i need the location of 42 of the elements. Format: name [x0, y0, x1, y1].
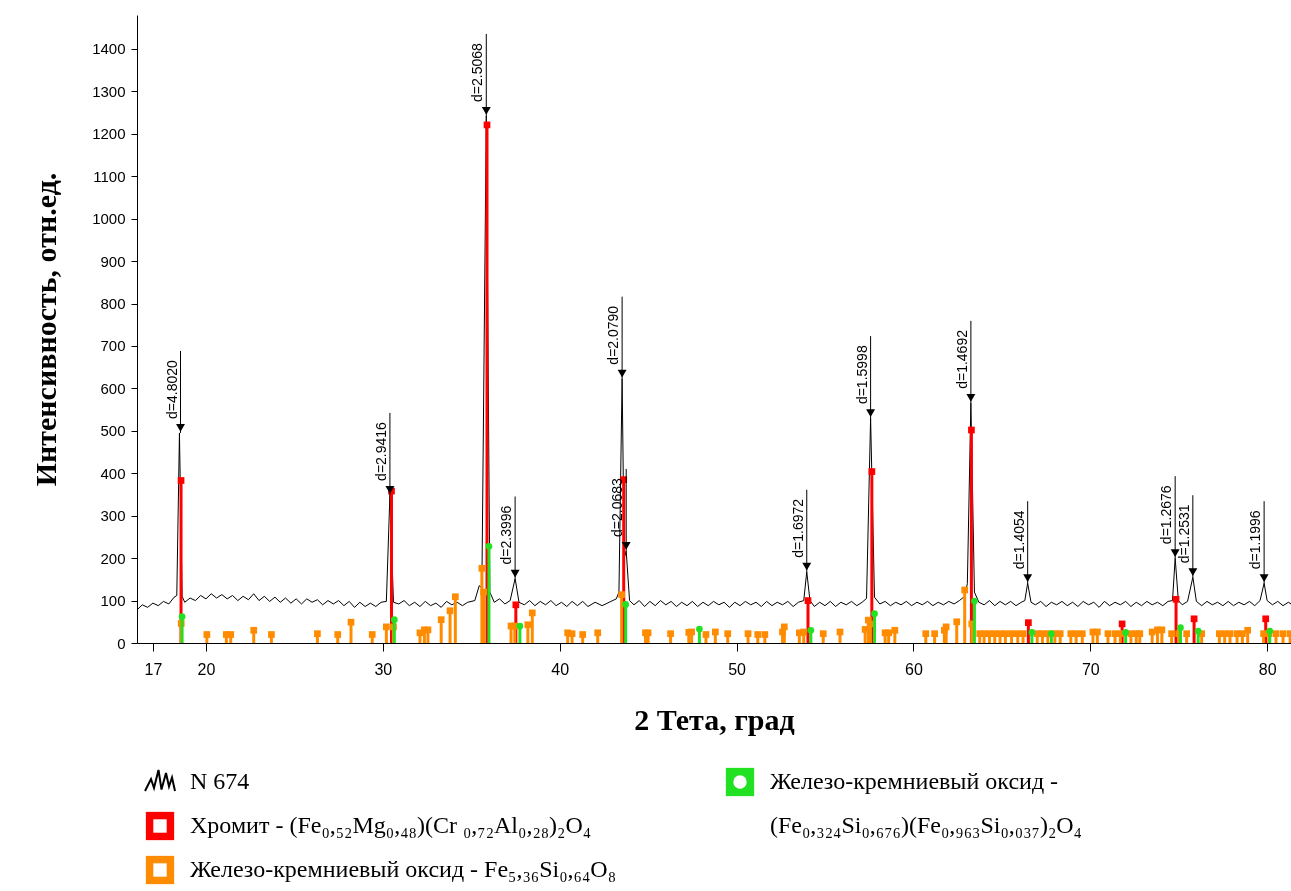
- y-tick-label: 400: [100, 464, 126, 482]
- y-tick-label: 1100: [93, 167, 126, 185]
- y-tick-label: 200: [100, 549, 126, 567]
- annotation: d=1.6972: [789, 498, 806, 558]
- y-tick-label: 100: [100, 592, 126, 610]
- x-tick-label: 70: [1081, 660, 1100, 678]
- y-tick-label: 700: [100, 337, 126, 355]
- x-tick-label: 80: [1258, 660, 1277, 678]
- y-axis-title: Интенсивность, отн.ед.: [29, 172, 63, 487]
- annotation: d=2.0683: [609, 477, 626, 537]
- legend-label: Хромит - (Fe₀,₅₂Mg₀,₄₈)(Cr ₀,₇₂Al₀,₂₈)₂O₄: [190, 812, 592, 838]
- annotation: d=1.4692: [953, 329, 970, 389]
- legend-label: N 674: [190, 768, 250, 794]
- annotation: d=4.8020: [163, 359, 180, 419]
- annotation: d=2.3996: [498, 505, 515, 565]
- y-tick-label: 500: [100, 422, 126, 440]
- y-tick-label: 1300: [92, 82, 126, 100]
- x-tick-label: 40: [551, 660, 570, 678]
- annotation: d=2.5068: [469, 42, 486, 102]
- y-tick-label: 1000: [92, 210, 126, 228]
- y-tick-label: 1200: [92, 125, 126, 143]
- y-tick-label: 1400: [92, 40, 126, 58]
- y-tick-label: 800: [100, 295, 126, 313]
- x-tick-label: 30: [374, 660, 393, 678]
- x-tick-label: 20: [197, 660, 216, 678]
- x-tick-label: 60: [905, 660, 923, 678]
- legend-label: Железо-кремниевый оксид - (Fe₀,₃₂₄Si₀,₆₇₆)(Fe₀,₉₆₃Si₀,₀₃₇)₂O₄: [770, 768, 1082, 838]
- y-tick-label: 300: [100, 507, 126, 525]
- x-tick-label: 50: [728, 660, 747, 678]
- legend-label: Железо-кремниевый оксид - Fe₅,₃₆Si₀,₆₄O₈: [190, 856, 617, 882]
- annotation: d=1.5998: [853, 345, 870, 405]
- annotation: d=2.0790: [605, 305, 622, 365]
- annotation: d=1.2531: [1175, 504, 1192, 564]
- y-tick-label: 600: [100, 379, 126, 397]
- y-tick-label: 900: [100, 252, 126, 270]
- annotation: d=1.4054: [1010, 510, 1027, 570]
- annotation: d=2.9416: [372, 421, 389, 481]
- annotation: d=1.1996: [1247, 510, 1264, 570]
- x-axis-title: 2 Тета, град: [634, 702, 795, 736]
- y-tick-label: 0: [117, 634, 126, 652]
- x-tick-label: 17: [144, 660, 163, 678]
- annotation: d=1.2676: [1158, 485, 1175, 545]
